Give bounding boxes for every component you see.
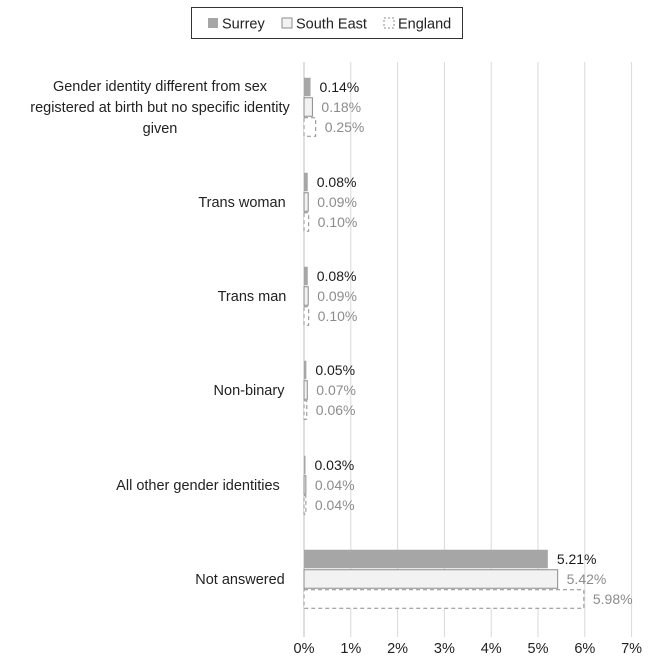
bar-south-east-1: [303, 192, 309, 212]
category-label: given: [143, 121, 178, 137]
bar-surrey-3: [304, 360, 307, 380]
data-label: 0.09%: [317, 288, 357, 304]
x-tick-label: 5%: [528, 641, 549, 657]
x-tick-label: 0%: [294, 641, 315, 657]
bar-england-3: [303, 400, 308, 420]
bar-surrey-1: [304, 172, 308, 192]
bar-england-2: [303, 306, 310, 326]
x-tick-label: 1%: [340, 641, 361, 657]
data-label: 0.08%: [317, 268, 357, 284]
legend-swatch-england: [383, 17, 395, 29]
bar-south-east-3: [303, 380, 308, 400]
data-label: 0.10%: [318, 308, 358, 324]
data-label: 0.05%: [315, 362, 355, 378]
category-label: All other gender identities: [116, 478, 280, 494]
legend-label: England: [398, 17, 451, 33]
category-label: Trans man: [218, 289, 287, 305]
category-labels: Gender identity different from sex regist…: [30, 79, 290, 588]
data-label: 0.07%: [316, 382, 356, 398]
data-label: 0.09%: [317, 194, 357, 210]
data-label: 0.10%: [318, 214, 358, 230]
x-axis-ticks: 0% 1% 2% 3% 4% 5% 6% 7%: [294, 641, 643, 657]
data-label: 0.04%: [315, 477, 355, 493]
category-label: registered at birth but no specific iden…: [30, 100, 290, 116]
data-label: 0.18%: [321, 99, 361, 115]
legend-label: Surrey: [222, 17, 265, 33]
data-label: 0.08%: [317, 174, 357, 190]
x-tick-label: 4%: [481, 641, 502, 657]
data-label: 0.25%: [325, 119, 365, 135]
x-tick-label: 7%: [621, 641, 642, 657]
data-label: 0.04%: [315, 497, 355, 513]
x-tick-label: 6%: [574, 641, 595, 657]
bar-south-east-0: [303, 97, 313, 117]
x-tick-label: 3%: [434, 641, 455, 657]
bar-south-east-4: [303, 475, 307, 495]
category-label: Not answered: [195, 572, 284, 588]
category-label: Non-binary: [214, 383, 286, 399]
data-label: 0.06%: [316, 402, 356, 418]
bars: [303, 77, 585, 609]
bar-surrey-2: [304, 266, 308, 286]
legend-swatch-south-east: [281, 17, 293, 29]
data-label: 5.42%: [567, 571, 607, 587]
data-label: 5.21%: [557, 551, 597, 567]
bar-south-east-5: [303, 569, 559, 589]
data-label: 5.98%: [593, 591, 633, 607]
bar-england-4: [303, 495, 307, 515]
bar-surrey-4: [304, 455, 306, 475]
x-tick-label: 2%: [387, 641, 408, 657]
bar-england-5: [303, 589, 585, 609]
legend-box: [191, 7, 463, 39]
legend-swatch-surrey: [208, 18, 218, 28]
data-label: 0.03%: [315, 457, 355, 473]
legend: Surrey South East England: [191, 7, 463, 39]
legend-label: South East: [296, 17, 367, 33]
bar-surrey-0: [304, 77, 311, 97]
bar-england-1: [303, 212, 310, 232]
bar-south-east-2: [303, 286, 309, 306]
data-label: 0.14%: [320, 79, 360, 95]
bar-england-0: [303, 117, 317, 137]
bar-surrey-5: [304, 549, 548, 569]
category-label: Gender identity different from sex: [53, 79, 268, 95]
data-labels: 0.14% 0.18% 0.25% 0.08% 0.09% 0.10% 0.08% 0.09%…: [315, 79, 633, 607]
gridlines: [303, 62, 633, 637]
category-label: Trans woman: [198, 195, 285, 211]
